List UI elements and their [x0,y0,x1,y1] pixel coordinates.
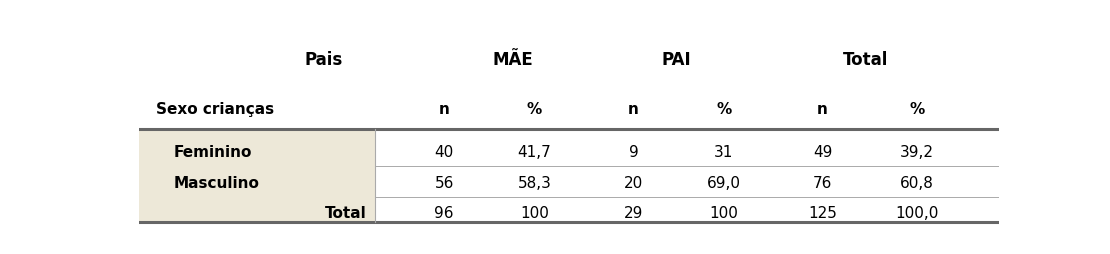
Bar [139,129,375,222]
Text: n: n [438,101,450,116]
Text: 100: 100 [519,205,549,220]
Text: 69,0: 69,0 [707,176,740,190]
Text: Total: Total [842,51,888,69]
Text: 100: 100 [709,205,738,220]
Text: 9: 9 [628,144,638,159]
Text: 31: 31 [714,144,734,159]
Text: 60,8: 60,8 [900,176,935,190]
Text: 58,3: 58,3 [517,176,552,190]
Text: 20: 20 [624,176,643,190]
Text: Feminino: Feminino [173,144,252,159]
Text: %: % [716,101,731,116]
Text: 125: 125 [808,205,837,220]
Text: 39,2: 39,2 [900,144,935,159]
Text: Sexo crianças: Sexo crianças [155,101,274,116]
Text: n: n [628,101,639,116]
Text: 96: 96 [434,205,454,220]
Text: MÃE: MÃE [493,51,533,69]
Text: Masculino: Masculino [173,176,259,190]
Text: 56: 56 [434,176,454,190]
Text: 100,0: 100,0 [896,205,939,220]
Text: Pais: Pais [304,51,343,69]
Text: n: n [817,101,828,116]
Text: 49: 49 [813,144,832,159]
Text: PAI: PAI [662,51,692,69]
Text: %: % [527,101,542,116]
Text: 76: 76 [813,176,832,190]
Text: 29: 29 [624,205,643,220]
Text: 40: 40 [434,144,454,159]
Text: Total: Total [325,205,366,220]
Text: 41,7: 41,7 [517,144,552,159]
Text: %: % [910,101,925,116]
